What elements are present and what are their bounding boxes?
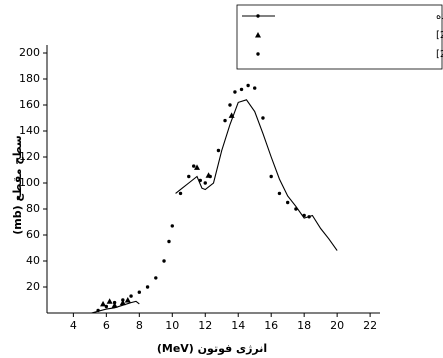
dot-marker [261,116,265,120]
y-tick-label: 60 [26,228,40,241]
dot-marker [269,174,273,179]
dot-marker [145,285,150,289]
x-tick-label: 22 [363,319,377,332]
y-tick-label: 40 [26,254,40,267]
dot-marker [208,174,212,179]
dot-marker [285,200,290,205]
x-tick-label: 4 [70,319,77,332]
dot-marker [192,164,196,168]
dot-marker [246,83,250,88]
dot-marker [198,178,203,183]
dot-marker [170,224,174,228]
y-tick-label: 200 [19,46,40,59]
dot-marker [233,90,237,94]
triangle-marker [100,300,107,307]
triangle-marker [111,302,118,308]
y-axis-label: سطح مقطع (mb) [11,135,24,234]
x-axis-label: انرژی فوتون (MeV) [157,342,267,355]
x-tick-label: 16 [264,319,278,332]
dot-marker [228,103,232,107]
dot-marker [187,174,191,179]
dot-marker [96,308,100,313]
legend-label: مقادیر برگرفته از مرجع[26] [436,48,443,60]
x-tick-label: 12 [198,319,212,332]
legend-label: مقادیر برگرفته از مرجع[27] [436,29,443,41]
dot-marker [253,86,257,90]
triangle-marker [124,297,131,303]
y-tick-label: 160 [19,98,40,111]
y-tick-label: 120 [19,150,40,163]
triangle-marker [228,112,235,118]
triangle-marker [255,32,261,38]
x-tick-label: 6 [103,319,110,332]
dot-marker [294,207,298,211]
dot-marker [167,239,171,244]
legend-label: مقادیر محاسبه شده [436,11,443,22]
y-tick-label: 20 [26,280,40,293]
legend-box [236,4,443,70]
dot-marker [154,276,158,280]
triangle-marker [106,298,113,304]
x-tick-label: 8 [136,319,143,332]
dot-marker [104,304,109,309]
dot-marker [277,191,282,196]
dot-marker [256,52,260,56]
dot-marker [223,118,227,123]
y-tick-label: 100 [19,176,40,189]
x-tick-label: 20 [330,319,344,332]
series-line [91,99,338,314]
dot-marker [129,294,133,298]
x-tick-label: 10 [165,319,179,332]
dot-marker [121,298,125,302]
triangle-marker [119,299,126,306]
dot-marker [216,148,221,153]
dot-marker [162,259,166,263]
x-tick-label: 18 [297,319,311,332]
dot-marker [302,213,306,218]
x-tick-label: 14 [231,319,245,332]
dot-marker [137,290,142,294]
y-tick-label: 140 [19,124,40,137]
dot-marker [239,87,244,92]
triangle-marker [194,164,201,170]
dot-marker [178,191,183,196]
dot-marker [307,215,311,219]
y-tick-label: 80 [26,202,40,215]
y-tick-label: 180 [19,72,40,85]
dot-marker [256,14,260,18]
dot-marker [203,181,207,185]
dot-marker [112,300,117,305]
